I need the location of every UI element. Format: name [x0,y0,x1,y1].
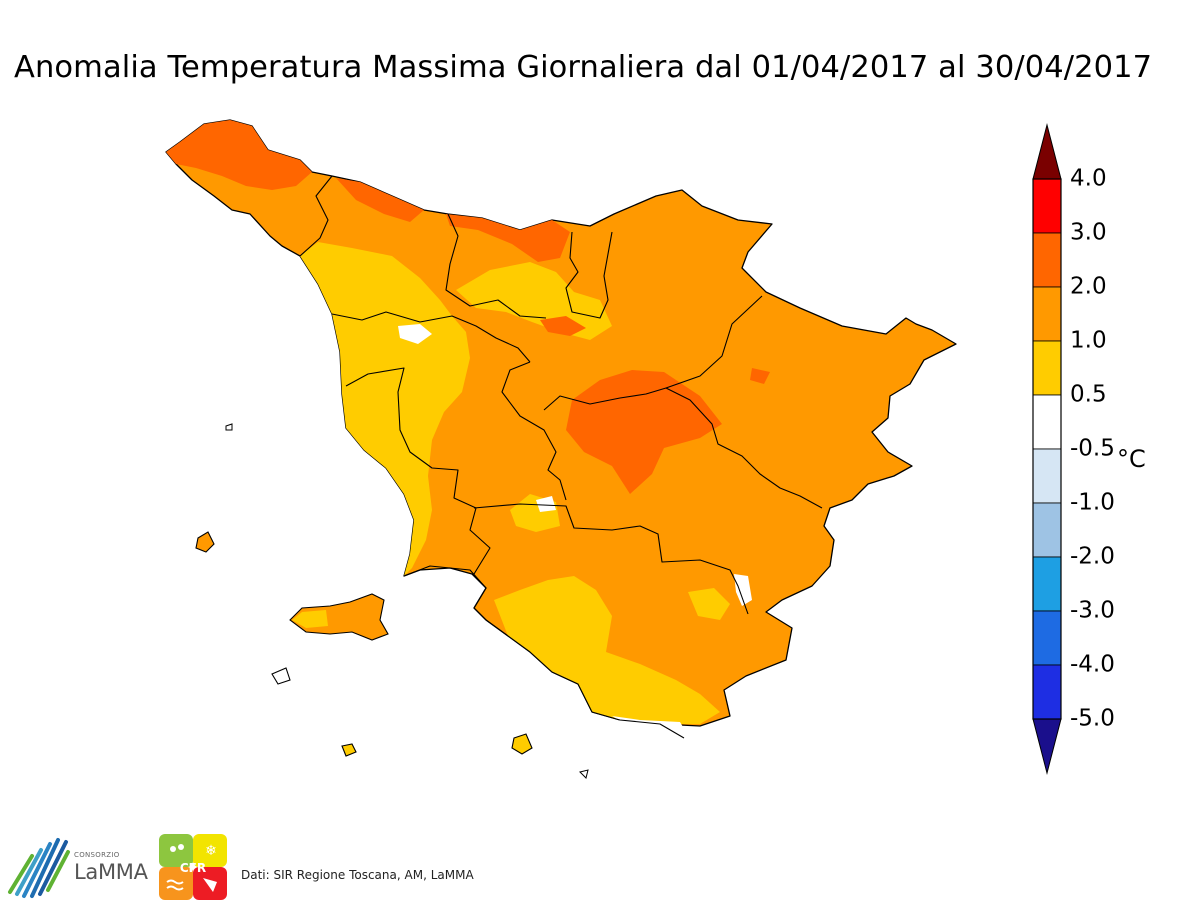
zone-anomaly-low-amiata [688,588,730,620]
island-giglio [511,733,533,755]
lamma-logo-name: LaMMA [74,860,148,884]
colorbar-tick-label: -5.0 [1070,705,1115,732]
lamma-logo-caption: CONSORZIO [74,851,120,859]
island-elba [289,593,389,641]
colorbar-tick-label: -1.0 [1070,489,1115,516]
colorbar-tick-label: 3.0 [1070,219,1107,246]
zone-anomaly-high-appennino [446,214,570,262]
colorbar-bin [1032,502,1062,558]
colorbar-tick-label: -4.0 [1070,651,1115,678]
waves-icon [166,879,184,885]
island-pianosa [271,667,291,685]
map-title: Anomalia Temperatura Massima Giornaliera… [14,50,1153,85]
colorbar-bin [1032,610,1062,666]
data-credit: Dati: SIR Regione Toscana, AM, LaMMA [241,868,474,882]
colorbar-unit-label: °C [1117,445,1146,473]
windsock-icon [203,878,217,892]
zone-anomaly-high-florence [540,316,586,336]
colorbar-tick-label: -3.0 [1070,597,1115,624]
colorbar-outline [1032,178,1062,720]
colorbar-bin [1032,394,1062,450]
zone-anomaly-neutral-pisa [398,324,432,344]
province-boundaries [299,175,823,739]
colorbar-tick-label: 4.0 [1070,165,1107,192]
colorbar-tick-label: 2.0 [1070,273,1107,300]
zone-anomaly-neutral-siena [536,496,556,512]
zone-anomaly-low-coast-north [300,242,470,576]
colorbar-bin [1032,664,1062,720]
colorbar-tick-label: -2.0 [1070,543,1115,570]
colorbar-bin [1032,232,1062,288]
colorbar-extend-top [1032,123,1062,180]
colorbar-tick-label: -0.5 [1070,435,1115,462]
colorbar-tick-label: 0.5 [1070,381,1107,408]
zone-anomaly-neutral-amiata [734,574,752,606]
tuscany-region [165,119,957,779]
colorbar-bin [1032,556,1062,612]
colorbar-bin [1032,340,1062,396]
zone-anomaly-high-apuane [336,178,424,222]
cfr-logo: ❄ CFR [159,834,227,900]
zone-anomaly-high-lunigiana [166,120,312,190]
colorbar-tick-label: 1.0 [1070,327,1107,354]
colorbar-bin [1032,178,1062,234]
island-gorgona [225,423,233,431]
island-capraia [195,531,215,553]
zone-anomaly-high-arezzo-east [750,368,770,384]
lamma-logo [8,838,70,898]
snowflake-icon: ❄ [205,843,217,859]
colorbar [1032,123,1062,775]
island-giannutri [579,769,589,779]
island-elba-yellow [292,610,328,628]
colorbar-bin [1032,286,1062,342]
colorbar-extend-bottom [1032,718,1062,775]
island-montecristo [341,743,357,757]
colorbar-bin [1032,448,1062,504]
rain-icon [170,846,176,852]
cfr-logo-text: CFR [180,861,206,875]
zone-anomaly-low-maremma [494,576,720,724]
